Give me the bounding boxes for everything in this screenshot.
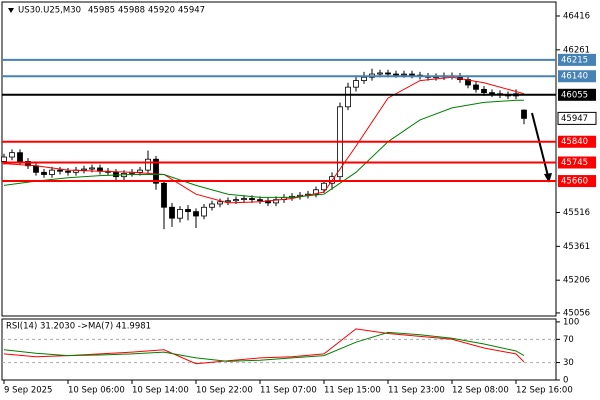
low-label: 45920 [148,6,175,16]
candle-body [313,189,319,195]
moving-average [3,76,525,204]
high-label: 45988 [118,6,145,16]
y-tick-label: 45516 [563,208,590,218]
candle-body [473,84,479,90]
candle-body [353,80,359,88]
candle-body [153,158,159,184]
candle-body [145,158,151,171]
candle-body [89,167,95,170]
candle-body [217,201,223,205]
candle-body [361,76,367,82]
x-tick-label: 10 Sep 06:00 [68,386,125,396]
candle-body [393,73,399,76]
open-label: 45985 [88,6,115,16]
rsi-tick-label: 30 [563,358,574,368]
symbol-label: US30.U25,M30 [18,6,81,16]
candle-body [25,161,31,167]
rsi-tick-label: 100 [563,317,579,327]
x-tick-label: 10 Sep 22:00 [196,386,253,396]
x-tick-label: 11 Sep 07:00 [260,386,317,396]
level-label-box [558,175,596,188]
candle-body [17,152,23,162]
x-tick-label: 12 Sep 16:00 [516,386,573,396]
y-tick-label: 45056 [563,308,590,318]
close-label: 45947 [178,6,205,16]
candle-body [273,199,279,204]
candle-body [177,209,183,219]
candle-body [385,72,391,75]
candle-body [65,170,71,173]
y-tick-label: 46261 [563,45,590,55]
rsi-line [3,328,525,365]
candle-body [185,209,191,213]
candle-body [521,109,527,119]
y-tick-label: 45206 [563,276,590,286]
candle-body [409,73,415,76]
level-label: 45745 [561,158,588,168]
candle-body [161,182,167,208]
current-price-label: 45947 [561,114,588,124]
candle-body [33,165,39,173]
candle-body [209,203,215,208]
candle-body [321,182,327,191]
candle-body [233,199,239,202]
candle-body [489,92,495,95]
rsi-tick-label: 0 [563,376,568,386]
level-label-box [558,53,596,66]
candle-body [57,169,63,172]
y-tick-label: 45361 [563,242,590,252]
candle-body [249,198,255,201]
candle-body [241,198,247,201]
candle-body [377,72,383,75]
level-label-box [558,156,596,169]
price-plot [1,68,527,230]
candle-body [1,156,7,162]
level-label: 46215 [561,55,588,65]
candle-body [137,169,143,173]
y-tick-label: 46416 [563,11,590,21]
x-tick-label: 11 Sep 15:00 [324,386,381,396]
rsi-tick-label: 70 [563,335,574,345]
x-tick-label: 10 Sep 14:00 [132,386,189,396]
candle-body [481,88,487,94]
candle-body [345,86,351,108]
level-label: 45840 [561,137,588,147]
candle-body [225,200,231,203]
candle-body [193,211,199,217]
level-label-box [558,88,596,101]
rsi-line [3,331,525,362]
moving-average [3,99,524,198]
main-panel [1,1,557,317]
rsi-panel [1,318,557,381]
level-label: 45660 [561,177,588,187]
level-label: 46055 [561,90,588,100]
arrow-head [544,173,552,183]
candle-body [201,206,207,217]
candle-body [465,79,471,86]
price-label-box [557,111,597,125]
level-label: 46140 [561,72,588,82]
candle-body [9,152,15,158]
arrow-shaft [531,112,549,177]
rsi-title: RSI(14) 31.2030 ->MA(7) 41.9981 [6,322,151,332]
candle-body [81,168,87,171]
candle-body [401,73,407,76]
level-label-box [558,70,596,83]
x-tick-label: 11 Sep 23:00 [388,386,445,396]
candle-body [257,199,263,202]
collapse-icon [8,8,14,13]
x-tick-label: 9 Sep 2025 [4,386,52,396]
candle-body [169,206,175,219]
x-tick-label: 12 Sep 08:00 [452,386,509,396]
level-label-box [558,135,596,148]
candle-body [41,171,47,175]
candle-body [49,169,55,175]
